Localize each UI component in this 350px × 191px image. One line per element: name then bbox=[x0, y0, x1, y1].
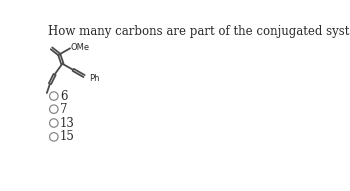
Text: 7: 7 bbox=[60, 103, 68, 116]
Text: OMe: OMe bbox=[71, 43, 90, 52]
Text: How many carbons are part of the conjugated system in the molecule shown below?: How many carbons are part of the conjuga… bbox=[48, 25, 350, 38]
Text: Ph: Ph bbox=[90, 74, 100, 83]
Text: 6: 6 bbox=[60, 90, 68, 103]
Text: 13: 13 bbox=[60, 117, 75, 129]
Text: 15: 15 bbox=[60, 130, 75, 143]
